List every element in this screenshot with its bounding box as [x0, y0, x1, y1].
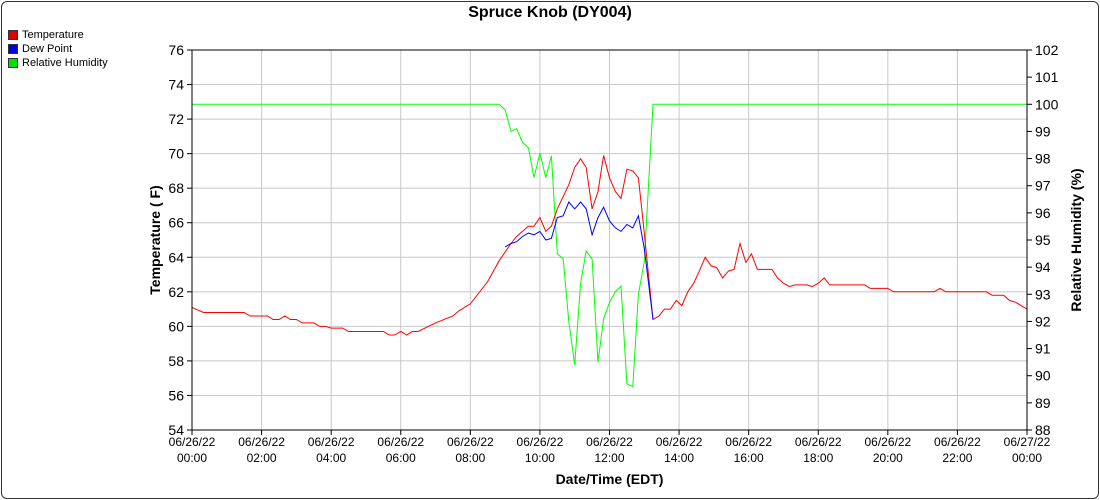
x-tick-time-6: 06:00 — [386, 451, 416, 465]
right-tick-label-101: 101 — [1035, 69, 1059, 85]
x-tick-time-0: 00:00 — [177, 451, 207, 465]
x-tick-date-16: 06/26/22 — [725, 435, 772, 449]
series-layer — [191, 103, 1028, 388]
right-tick-label-89: 89 — [1035, 395, 1051, 411]
x-tick-time-2: 02:00 — [247, 451, 277, 465]
y2-axis-label: Relative Humidity (%) — [1068, 168, 1084, 311]
legend-label-dew-point: Dew Point — [22, 43, 73, 55]
x-tick-time-22: 22:00 — [942, 451, 972, 465]
left-tick-label-76: 76 — [168, 42, 184, 58]
legend-swatch-dew-point — [8, 44, 18, 54]
series-line-temperature — [191, 155, 1028, 336]
y-axis-label: Temperature ( F) — [147, 185, 163, 294]
x-tick-time-4: 04:00 — [316, 451, 346, 465]
left-tick-label-66: 66 — [168, 215, 184, 231]
right-tick-label-102: 102 — [1035, 42, 1059, 58]
x-tick-time-20: 20:00 — [873, 451, 903, 465]
right-tick-label-94: 94 — [1035, 259, 1051, 275]
left-tick-label-62: 62 — [168, 284, 184, 300]
x-tick-time-10: 10:00 — [525, 451, 555, 465]
x-tick-time-24: 00:00 — [1012, 451, 1042, 465]
x-tick-time-16: 16:00 — [734, 451, 764, 465]
right-tick-label-96: 96 — [1035, 205, 1051, 221]
right-tick-label-90: 90 — [1035, 368, 1051, 384]
x-tick-date-8: 06/26/22 — [447, 435, 494, 449]
x-tick-date-10: 06/26/22 — [517, 435, 564, 449]
left-tick-label-60: 60 — [168, 318, 184, 334]
x-tick-date-4: 06/26/22 — [308, 435, 355, 449]
x-tick-time-8: 08:00 — [455, 451, 485, 465]
legend-swatch-temperature — [8, 30, 18, 40]
series-line-relative-humidity — [192, 103, 1027, 388]
right-tick-label-100: 100 — [1035, 96, 1059, 112]
left-tick-label-58: 58 — [168, 353, 184, 369]
left-tick-label-72: 72 — [168, 111, 184, 127]
left-axis-ticks: 54 56 58 60 62 64 66 68 70 72 74 76 — [168, 42, 192, 438]
legend-label-temperature: Temperature — [22, 29, 84, 41]
right-tick-label-91: 91 — [1035, 341, 1051, 357]
x-tick-date-20: 06/26/22 — [864, 435, 911, 449]
legend-item-temperature: Temperature — [8, 28, 108, 42]
x-tick-date-18: 06/26/22 — [795, 435, 842, 449]
right-tick-label-88: 88 — [1035, 422, 1051, 438]
x-tick-date-6: 06/26/22 — [377, 435, 424, 449]
right-tick-label-99: 99 — [1035, 123, 1051, 139]
left-tick-label-64: 64 — [168, 249, 184, 265]
x-tick-time-14: 14:00 — [664, 451, 694, 465]
right-tick-label-93: 93 — [1035, 286, 1051, 302]
x-tick-date-24: 06/27/22 — [1004, 435, 1051, 449]
grid — [191, 49, 1028, 431]
x-tick-date-2: 06/26/22 — [238, 435, 285, 449]
left-tick-label-68: 68 — [168, 180, 184, 196]
series-line-dew-point — [504, 201, 654, 320]
left-tick-label-70: 70 — [168, 146, 184, 162]
right-tick-label-95: 95 — [1035, 232, 1051, 248]
legend-swatch-relative-humidity — [8, 58, 18, 68]
x-tick-time-12: 12:00 — [594, 451, 624, 465]
x-axis-label: Date/Time (EDT) — [556, 471, 664, 487]
legend: Temperature Dew Point Relative Humidity — [8, 28, 108, 70]
left-tick-label-54: 54 — [168, 422, 184, 438]
legend-item-dew-point: Dew Point — [8, 42, 108, 56]
right-tick-label-92: 92 — [1035, 313, 1051, 329]
x-axis-ticks: 06/26/22 00:00 06/26/22 02:00 06/26/22 04:00 0… — [169, 430, 1051, 465]
left-tick-label-56: 56 — [168, 387, 184, 403]
x-tick-date-0: 06/26/22 — [169, 435, 216, 449]
x-tick-date-12: 06/26/22 — [586, 435, 633, 449]
x-tick-time-18: 18:00 — [803, 451, 833, 465]
right-axis-ticks: 88 89 90 91 92 93 94 95 96 97 98 99 100 101 102 — [1027, 42, 1059, 438]
legend-item-relative-humidity: Relative Humidity — [8, 56, 108, 70]
right-tick-label-98: 98 — [1035, 151, 1051, 167]
x-tick-date-14: 06/26/22 — [656, 435, 703, 449]
x-tick-date-22: 06/26/22 — [934, 435, 981, 449]
chart-title: Spruce Knob (DY004) — [468, 4, 632, 21]
legend-label-relative-humidity: Relative Humidity — [22, 57, 108, 69]
right-tick-label-97: 97 — [1035, 178, 1051, 194]
left-tick-label-74: 74 — [168, 77, 184, 93]
